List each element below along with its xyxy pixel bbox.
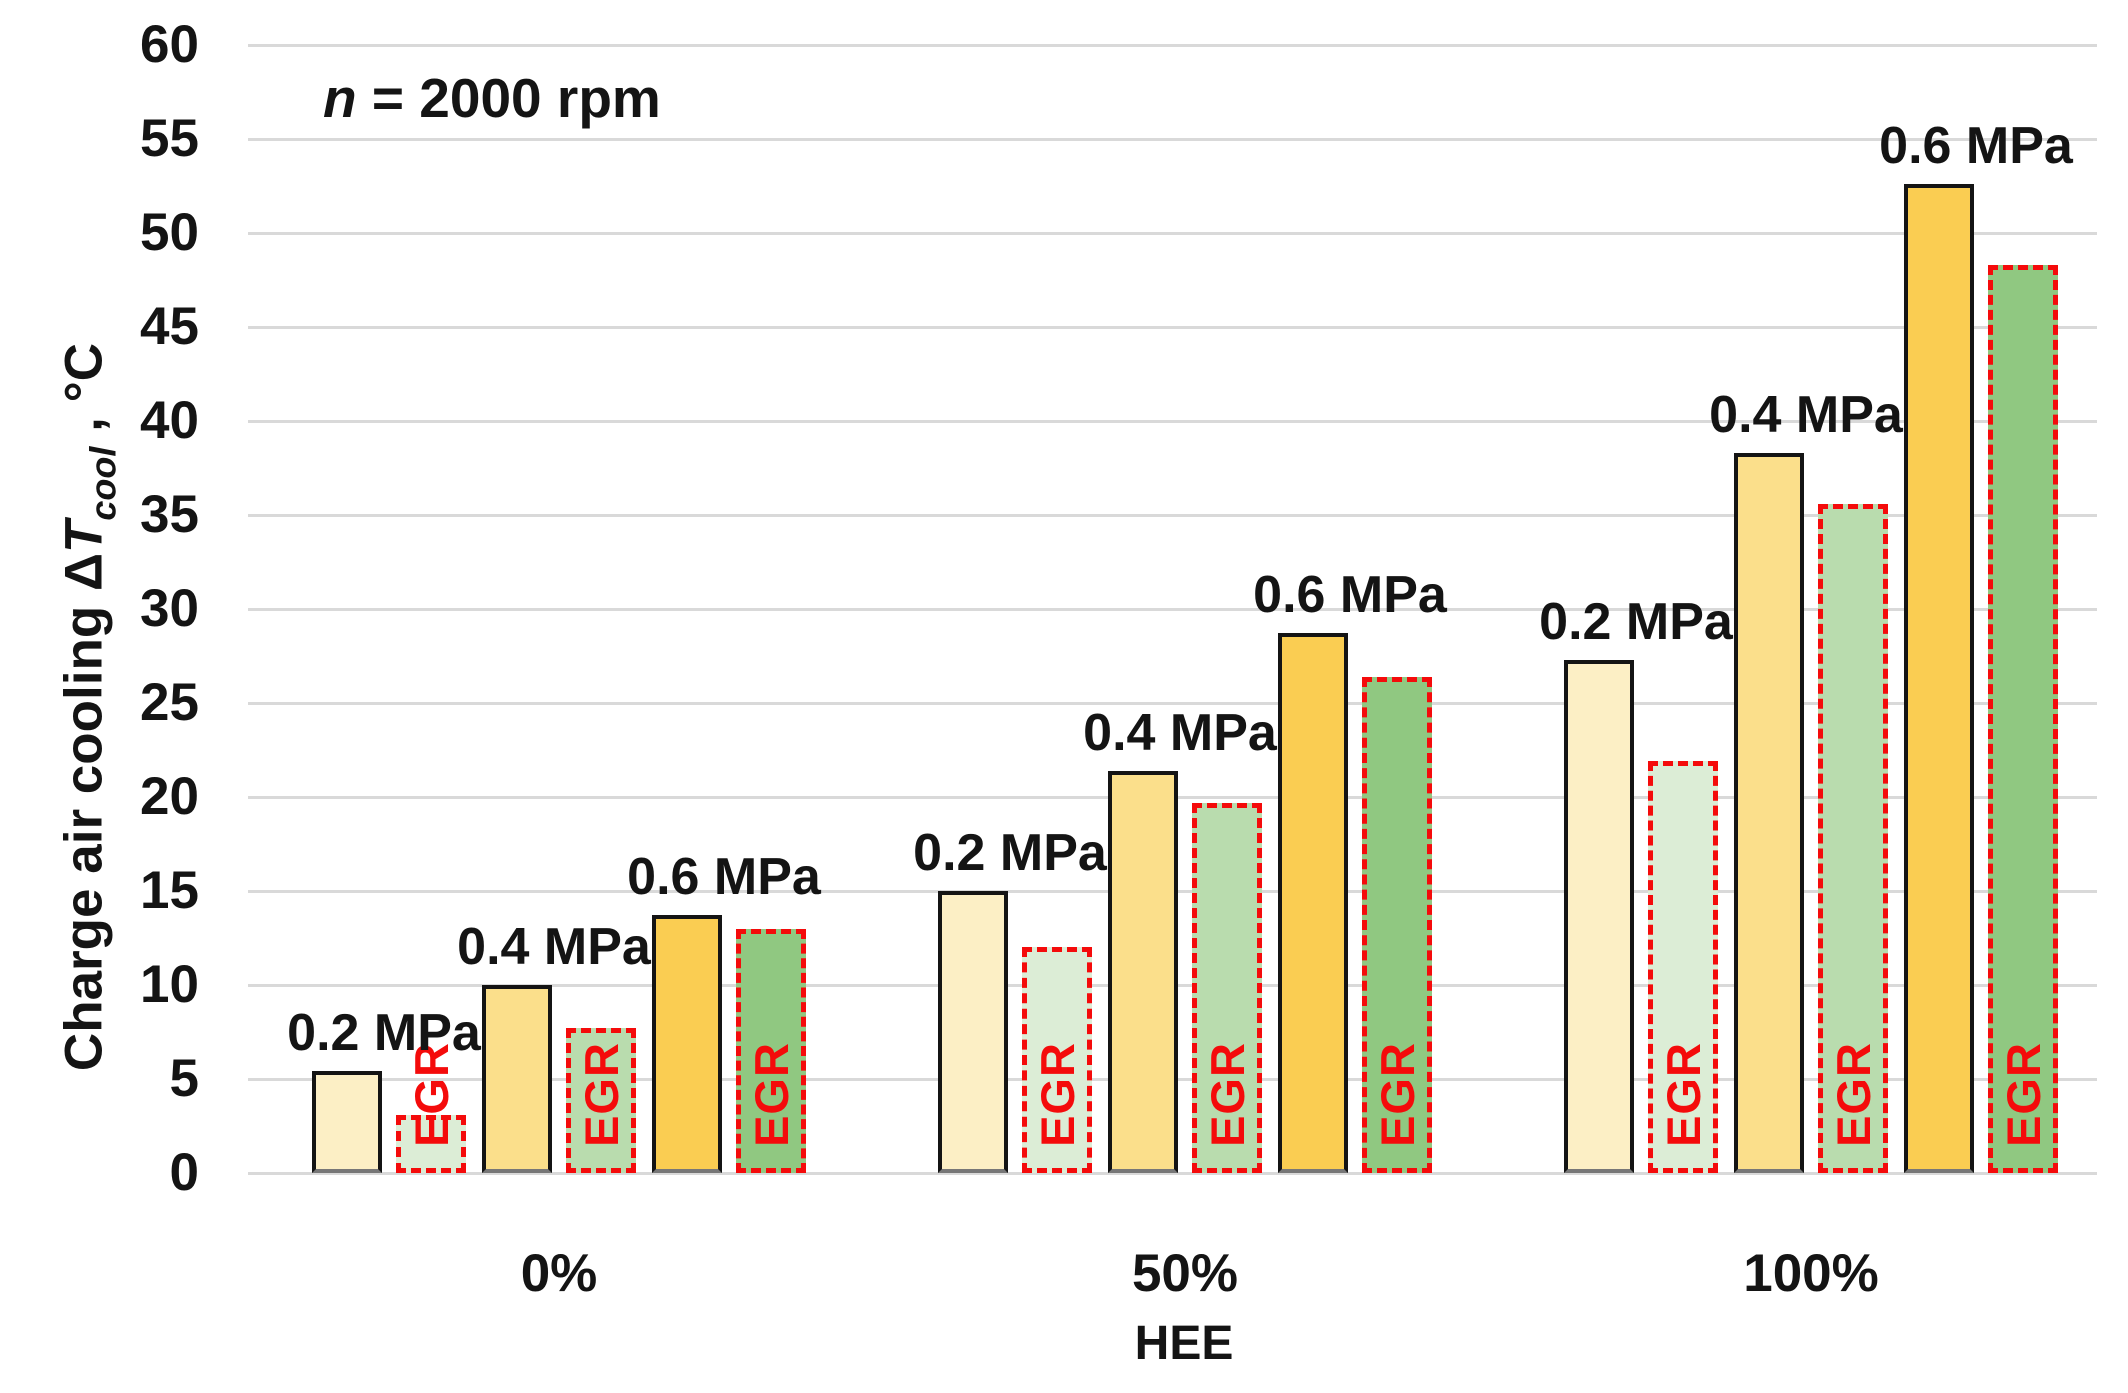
bar-0.2mpa-50%	[938, 891, 1008, 1173]
y-tick-label: 5	[169, 1049, 199, 1108]
pressure-label: 0.2 MPa	[913, 824, 1107, 882]
bar-0.6mpa-100%	[1904, 184, 1974, 1173]
gridline	[248, 513, 2097, 517]
egr-label: EGR	[1656, 1042, 1710, 1148]
y-tick-label: 45	[140, 297, 199, 356]
y-tick-label: 0	[169, 1143, 199, 1202]
annotation-text: = 2000 rpm	[356, 67, 661, 129]
y-tick-label: 20	[140, 767, 199, 826]
egr-label-box: EGR	[1362, 1028, 1432, 1162]
egr-label-box: EGR	[1648, 1028, 1718, 1162]
bar-0.4mpa-50%	[1108, 770, 1178, 1173]
bar-0.2mpa-0%	[312, 1071, 382, 1173]
bar-0.6mpa-50%	[1278, 633, 1348, 1173]
bar-0.2mpa-egr-100%: EGR	[1648, 761, 1718, 1173]
egr-label: EGR	[1996, 1042, 2050, 1148]
pressure-label: 0.4 MPa	[1709, 385, 1903, 444]
pressure-label: 0.6 MPa	[1879, 117, 2073, 176]
egr-label: EGR	[1200, 1042, 1254, 1148]
engine-speed-annotation: n = 2000 rpm	[323, 66, 661, 130]
y-axis-title-prefix: Charge air cooling Δ	[54, 552, 114, 1072]
y-axis-title-symbol: T	[54, 520, 114, 553]
bar-0.6mpa-egr-100%: EGR	[1988, 264, 2058, 1173]
y-tick-label: 60	[140, 15, 199, 74]
gridline	[248, 43, 2097, 47]
y-tick-label: 15	[140, 861, 199, 920]
y-axis-title-subscript: cool	[82, 446, 124, 521]
egr-label-box: EGR	[1818, 1028, 1888, 1162]
pressure-label: 0.2 MPa	[1539, 592, 1733, 651]
pressure-label: 0.6 MPa	[1253, 566, 1447, 625]
bar-0.2mpa-egr-50%: EGR	[1022, 947, 1092, 1173]
pressure-label: 0.6 MPa	[627, 848, 821, 907]
gridline	[248, 607, 2097, 611]
bar-0.2mpa-egr-0%: EGR	[396, 1043, 466, 1173]
category-label-100%: 100%	[1743, 1244, 1879, 1303]
egr-label: EGR	[744, 1042, 798, 1148]
bar-0.2mpa-100%	[1564, 659, 1634, 1173]
gridline	[248, 325, 2097, 329]
gridline	[248, 231, 2097, 235]
egr-label-box: EGR	[736, 1028, 806, 1162]
category-label-50%: 50%	[1131, 1244, 1239, 1303]
y-tick-label: 30	[140, 579, 199, 638]
category-label-0%: 0%	[520, 1244, 598, 1303]
gridline	[248, 137, 2097, 141]
bar-0.6mpa-egr-0%: EGR	[736, 928, 806, 1173]
y-tick-label: 55	[140, 109, 199, 168]
pressure-label: 0.2 MPa	[287, 1004, 481, 1063]
egr-label: EGR	[1826, 1042, 1880, 1148]
bar-0.4mpa-100%	[1734, 452, 1804, 1173]
annotation-variable: n	[323, 67, 357, 129]
egr-label-box: EGR	[566, 1028, 636, 1162]
y-tick-label: 40	[140, 391, 199, 450]
egr-label-box: EGR	[1022, 1028, 1092, 1162]
bar-0.6mpa-0%	[652, 915, 722, 1173]
x-axis-title: HEE	[1134, 1317, 1234, 1370]
pressure-label: 0.4 MPa	[1083, 703, 1277, 762]
y-tick-label: 35	[140, 485, 199, 544]
egr-label: EGR	[1370, 1042, 1424, 1148]
egr-label: EGR	[574, 1042, 628, 1148]
egr-label-box: EGR	[1192, 1028, 1262, 1162]
gridline	[248, 1171, 2097, 1175]
gridline	[248, 701, 2097, 705]
bar-0.4mpa-egr-0%: EGR	[566, 1028, 636, 1173]
pressure-label: 0.4 MPa	[457, 918, 651, 976]
y-tick-label: 50	[140, 203, 199, 262]
egr-label: EGR	[1030, 1042, 1084, 1148]
bar-0.6mpa-egr-50%: EGR	[1362, 676, 1432, 1173]
y-tick-label: 10	[140, 955, 199, 1014]
bar-0.4mpa-egr-50%: EGR	[1192, 802, 1262, 1173]
y-axis-title-suffix: , °C	[54, 342, 114, 447]
gridline	[248, 419, 2097, 423]
bar-0.4mpa-0%	[482, 985, 552, 1173]
y-tick-label: 25	[140, 673, 199, 732]
y-axis-title: Charge air cooling ΔTcool , °C	[54, 342, 124, 1072]
bar-0.4mpa-egr-100%: EGR	[1818, 503, 1888, 1173]
egr-label-box: EGR	[1988, 1028, 2058, 1162]
